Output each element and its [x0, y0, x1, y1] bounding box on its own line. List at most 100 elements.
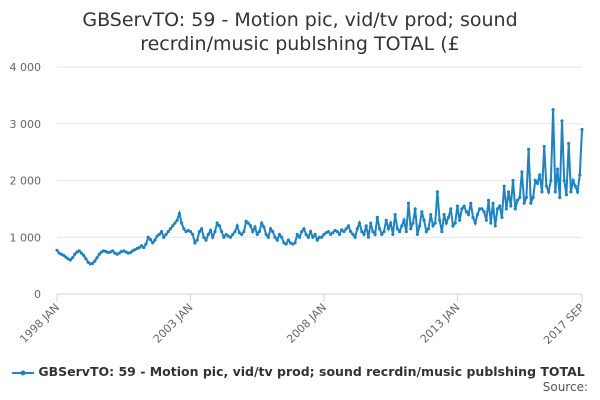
point	[326, 229, 330, 234]
chart: 0 1 000 2 000 3 000 4 000 1998 JAN 2003 JAN 200…	[10, 61, 588, 347]
legend-label: GBServTO: 59 - Motion pic, vid/tv prod; …	[38, 364, 590, 379]
point	[413, 207, 417, 211]
point	[527, 147, 531, 151]
point	[549, 178, 553, 183]
point	[151, 241, 155, 245]
point	[117, 251, 121, 255]
source: Source:	[542, 380, 588, 394]
point	[511, 178, 515, 183]
point	[344, 227, 348, 231]
point	[233, 229, 237, 234]
point	[489, 221, 493, 225]
point	[520, 170, 524, 174]
point	[208, 228, 213, 233]
point	[128, 250, 133, 255]
y-tick-label: 0	[34, 288, 41, 301]
point	[211, 235, 215, 239]
point	[213, 229, 217, 234]
x-tick-label: 2013 JAN	[418, 301, 463, 346]
point	[482, 210, 486, 214]
point	[70, 256, 75, 260]
point	[280, 235, 284, 239]
point	[471, 215, 475, 219]
point	[275, 238, 279, 242]
point	[484, 218, 488, 222]
point	[426, 227, 431, 231]
point	[393, 212, 397, 217]
point	[204, 238, 208, 242]
point	[309, 229, 313, 234]
point	[402, 218, 406, 222]
point	[68, 258, 72, 262]
point	[77, 249, 81, 253]
point	[142, 245, 146, 250]
point	[197, 229, 201, 234]
point	[382, 229, 386, 234]
point	[578, 173, 582, 177]
point	[337, 232, 342, 237]
point	[411, 221, 415, 225]
point	[433, 221, 437, 225]
point	[322, 232, 326, 237]
point	[139, 244, 144, 248]
point	[148, 237, 153, 242]
point	[242, 229, 246, 234]
point	[444, 221, 448, 225]
point	[351, 232, 355, 237]
point	[166, 229, 170, 234]
point	[486, 198, 491, 202]
point	[335, 229, 339, 234]
point	[90, 261, 95, 265]
point	[542, 144, 546, 149]
point	[286, 238, 290, 242]
legend-dot	[20, 370, 26, 375]
point	[193, 241, 197, 245]
point	[558, 195, 562, 200]
point	[144, 242, 148, 246]
x-tick-label: 1998 JAN	[17, 301, 62, 346]
point	[162, 235, 166, 239]
point	[195, 238, 199, 242]
point	[235, 224, 239, 228]
point	[529, 201, 533, 205]
chart-title: GBServTO: 59 - Motion pic, vid/tv prod; …	[82, 9, 518, 55]
point	[567, 142, 571, 146]
point	[240, 232, 244, 237]
point	[284, 242, 288, 246]
point	[95, 256, 99, 260]
point	[300, 229, 304, 234]
point	[199, 227, 204, 231]
point	[538, 173, 542, 177]
point	[564, 193, 569, 197]
point	[580, 127, 584, 132]
point	[460, 207, 464, 211]
point	[188, 229, 193, 234]
point	[491, 201, 495, 205]
point	[371, 229, 375, 234]
point	[451, 224, 455, 228]
point	[562, 178, 566, 183]
point	[462, 204, 466, 208]
point	[435, 190, 440, 194]
point	[364, 224, 368, 228]
point	[231, 232, 235, 237]
point	[475, 212, 480, 217]
point	[377, 227, 382, 231]
point	[464, 210, 468, 214]
y-tick-label: 1 000	[10, 231, 42, 244]
point	[82, 253, 86, 258]
point	[440, 229, 444, 234]
point	[317, 235, 322, 239]
point	[500, 215, 504, 219]
point	[266, 235, 270, 239]
point	[540, 190, 544, 194]
point	[455, 204, 460, 208]
point	[295, 232, 299, 237]
point	[555, 167, 560, 171]
point	[362, 232, 366, 237]
point	[255, 232, 259, 237]
point	[409, 227, 413, 231]
point	[268, 227, 273, 231]
point	[177, 211, 181, 216]
point	[215, 221, 219, 225]
